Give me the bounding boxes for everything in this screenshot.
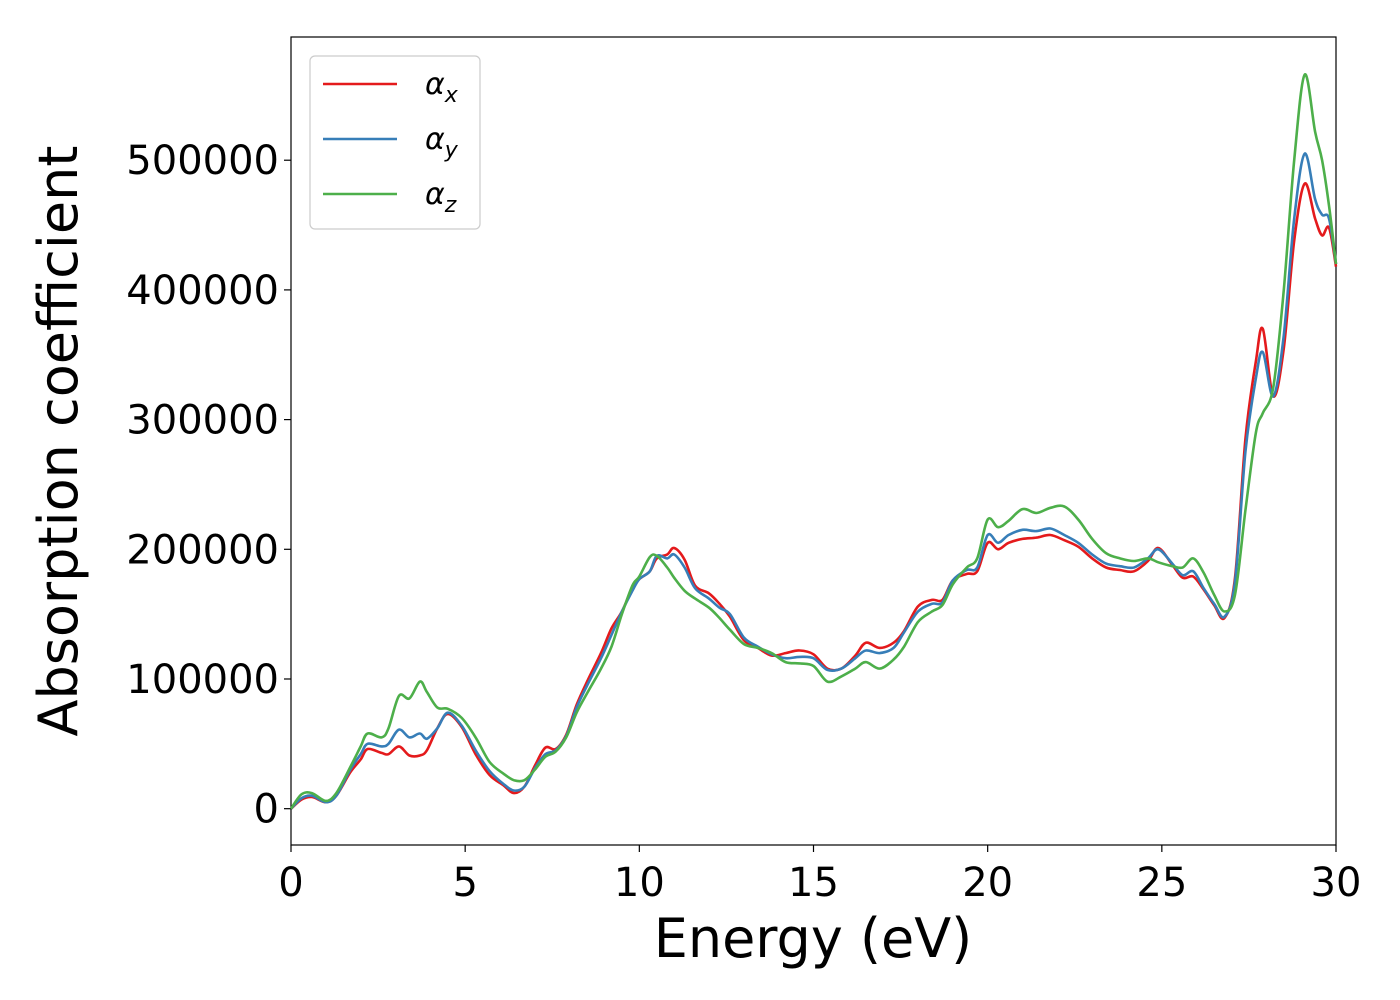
y-tick-label: 100000 — [126, 657, 279, 703]
legend-label: αx — [425, 67, 459, 108]
x-tick-label: 10 — [614, 860, 665, 906]
legend-label: αz — [425, 177, 457, 218]
series-line-alpha-z — [289, 73, 1338, 810]
y-tick-label: 400000 — [126, 268, 279, 314]
y-tick-label: 0 — [254, 787, 279, 833]
legend-box — [309, 55, 481, 230]
x-axis-ticks: 0 5 10 15 20 25 30 — [278, 845, 1361, 906]
y-tick-label: 200000 — [126, 527, 279, 573]
x-tick-label: 20 — [962, 860, 1013, 906]
x-tick-label: 5 — [452, 860, 477, 906]
series-line-alpha-x — [290, 182, 1338, 810]
y-axis-title: Absorption coefficient — [27, 146, 90, 737]
x-tick-label: 25 — [1136, 860, 1187, 906]
x-tick-label: 0 — [278, 860, 303, 906]
legend: αx αy αz — [309, 55, 481, 230]
series-lines — [289, 73, 1338, 810]
series-line-alpha-y — [290, 152, 1338, 810]
y-tick-label: 300000 — [126, 398, 279, 444]
x-tick-label: 30 — [1311, 860, 1362, 906]
y-axis-ticks: 0 100000 200000 300000 400000 500000 — [126, 138, 291, 833]
y-tick-label: 500000 — [126, 138, 279, 184]
x-tick-label: 15 — [788, 860, 839, 906]
x-axis-title: Energy (eV) — [654, 907, 973, 970]
legend-label: αy — [425, 122, 459, 163]
